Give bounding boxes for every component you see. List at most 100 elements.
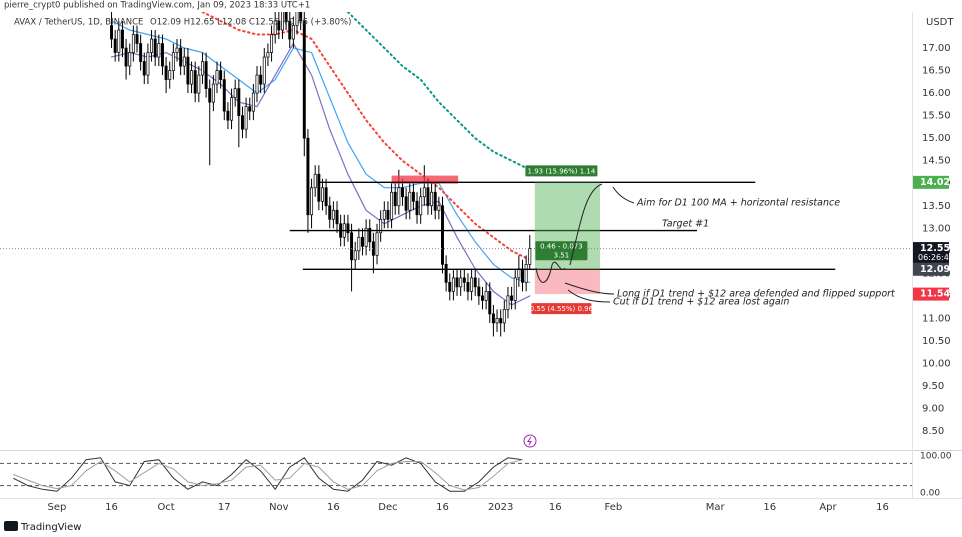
y-tick-label: 15.50 [922, 111, 951, 122]
x-tick-label: 16 [105, 502, 118, 513]
candle-body [401, 187, 404, 198]
candle-body [430, 191, 434, 207]
x-tick-label: Oct [157, 502, 174, 513]
y-tick-label: 8.50 [922, 426, 944, 437]
overlay: 17.0016.5016.0015.5015.0014.5014.0013.50… [48, 43, 954, 513]
candle-body [517, 268, 521, 279]
candle-body [291, 25, 295, 40]
moving-average [110, 20, 531, 283]
candle-body [317, 173, 321, 202]
price-label-box [913, 242, 949, 265]
candle-body [528, 248, 532, 265]
position-target-label: 1.93 (15.96%) 1.14 [528, 167, 596, 175]
candle-body [175, 47, 179, 53]
y-tick-label: 16.50 [922, 66, 951, 77]
ohlc-legend: O12.09 H12.65 L12.08 C12.55 +0.46 (+3.80… [150, 18, 351, 28]
candle-body [346, 223, 350, 234]
candle-body [190, 70, 194, 85]
y-tick-label: 10.50 [922, 336, 951, 347]
price-label-box [913, 262, 949, 276]
candle-body [521, 268, 524, 283]
candle-body [444, 263, 448, 283]
candle-body [255, 74, 259, 94]
candle-body [226, 110, 230, 121]
y-tick-label: 13.00 [922, 223, 951, 234]
candle-body [441, 205, 444, 265]
annotation-arrow [567, 289, 611, 303]
candle-body [368, 227, 372, 243]
candle-body [350, 232, 354, 261]
candle-body [288, 20, 292, 40]
y-tick-label: 11.00 [922, 313, 951, 324]
x-tick-label: 16 [436, 502, 449, 513]
resistance-zone [391, 175, 459, 184]
position-label-box [525, 165, 598, 177]
candle-body [240, 115, 244, 130]
publisher-header: pierre_crypt0 published on TradingView.c… [4, 1, 310, 11]
x-tick-label: 16 [327, 502, 340, 513]
brand-name[interactable]: TradingView [20, 522, 81, 533]
candle-body [153, 38, 157, 58]
price-label: 12.55 [920, 243, 950, 254]
candle-body [433, 191, 437, 211]
candle-body [364, 227, 368, 247]
candle-body [222, 79, 226, 112]
candle-body [266, 52, 270, 58]
candle-body [182, 56, 186, 67]
candle-body [328, 205, 332, 220]
position-label-box [531, 303, 592, 315]
candle-body [397, 187, 401, 207]
candle-body [124, 47, 128, 67]
candle-body [386, 209, 390, 220]
x-tick-label: Mar [706, 502, 726, 513]
candle-body [157, 43, 161, 58]
y-tick-label: 9.00 [922, 404, 944, 415]
candle-body [131, 34, 135, 53]
candle-body [462, 277, 466, 283]
candle-body [408, 191, 412, 211]
candle-body [393, 191, 397, 207]
candle-body [150, 38, 154, 53]
candle-body [117, 29, 121, 53]
candle-body [379, 218, 383, 234]
osc-tick-label: 0.00 [920, 489, 940, 499]
candle-body [215, 70, 219, 85]
candle-body [284, 12, 288, 22]
candle-body [484, 291, 488, 301]
annotation: Target #1 [662, 219, 709, 230]
candle-body [313, 173, 317, 189]
annotation-arrow [612, 186, 635, 204]
candle-body [244, 106, 248, 130]
x-tick-label: 16 [876, 502, 889, 513]
candle-body [295, 12, 299, 26]
candle-body [186, 56, 190, 85]
annotation: Cut if D1 trend + $12 area lost again [613, 297, 789, 308]
x-tick-label: 17 [218, 502, 231, 513]
candle-body [248, 106, 252, 112]
candle-body [120, 29, 124, 49]
candle-body [357, 236, 361, 252]
candle-body [448, 282, 452, 292]
price-label-countdown: 06:26:41 [918, 253, 954, 262]
candle-body [142, 61, 146, 76]
candle-body [411, 191, 415, 202]
annotation-arrow [569, 183, 603, 266]
x-tick-label: Apr [819, 502, 837, 513]
candle-body [335, 209, 339, 225]
candle-body [193, 70, 197, 94]
candle-body [495, 318, 499, 324]
y-tick-label: 16.00 [922, 88, 951, 99]
oscillator-line [13, 457, 523, 492]
candle-body [139, 43, 143, 62]
candle-body [488, 291, 492, 315]
candle-body [422, 187, 426, 198]
candle-body [230, 97, 234, 121]
candle-body [320, 187, 324, 202]
candle-body [168, 70, 172, 80]
price-label: 12.09 [920, 264, 950, 275]
candle-body [197, 74, 201, 94]
price-label-box [913, 175, 949, 189]
candle-body [390, 191, 394, 220]
candle-body [280, 12, 284, 31]
